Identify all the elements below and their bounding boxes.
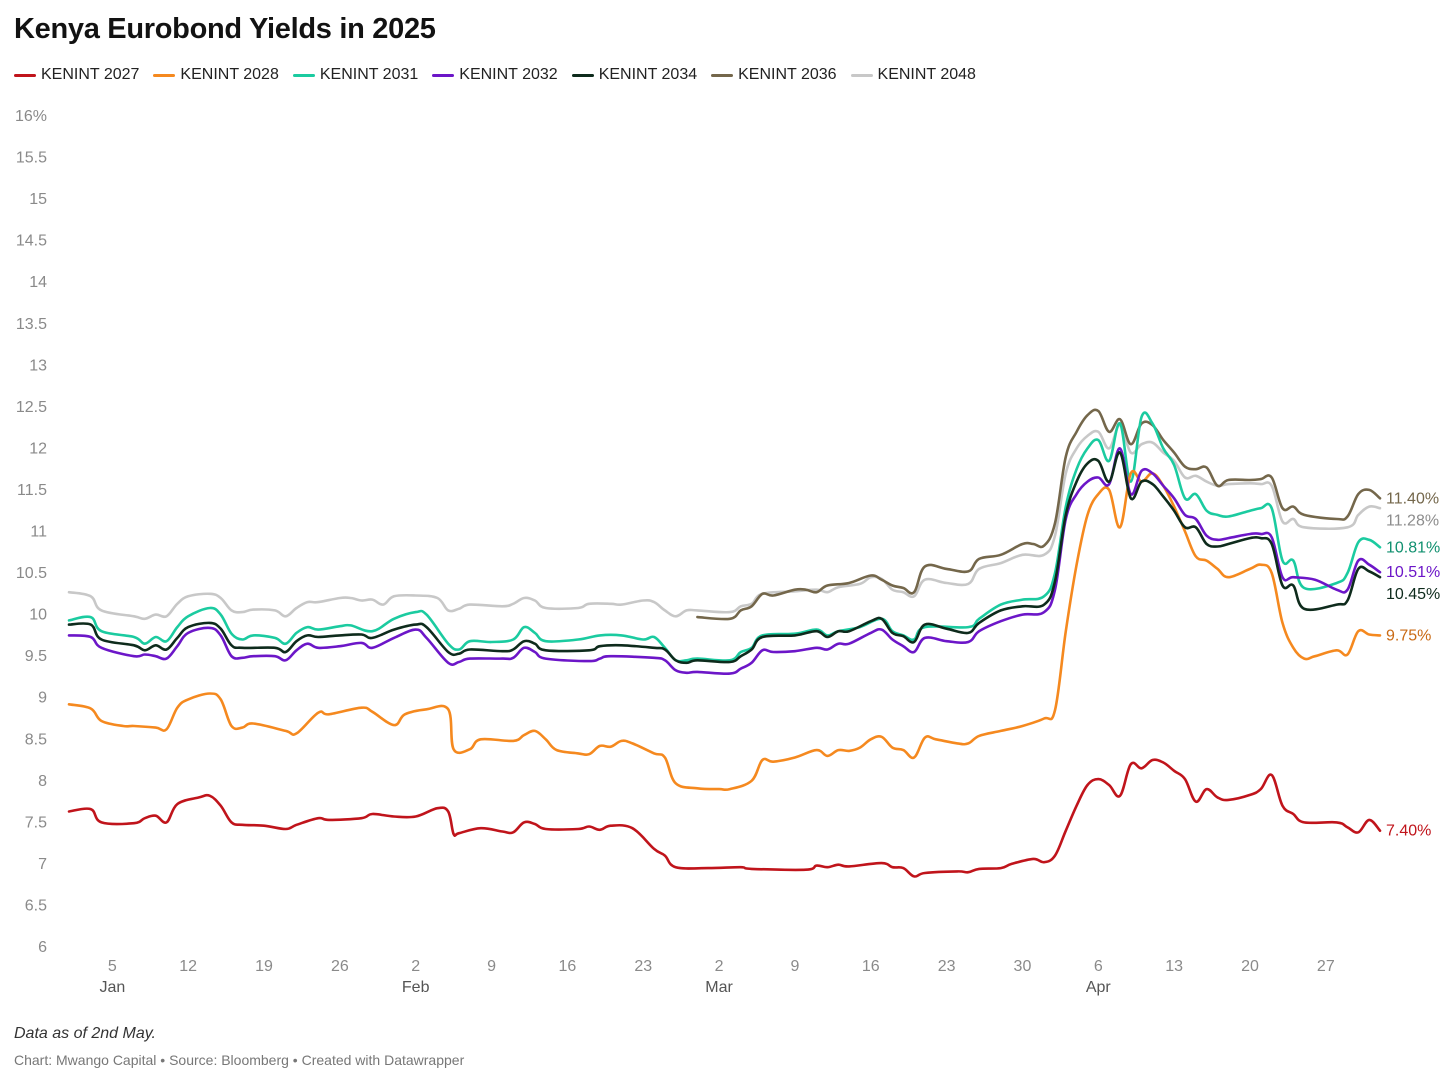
y-tick-label: 11.5: [17, 482, 47, 499]
y-tick-label: 7: [38, 856, 47, 873]
y-tick-label: 10.5: [16, 565, 47, 582]
legend-label: KENINT 2028: [180, 66, 279, 83]
y-tick-label: 11: [30, 524, 47, 541]
series-line-kenint-2048: [67, 423, 1382, 621]
legend-label: KENINT 2036: [738, 66, 837, 83]
x-month-label: Feb: [402, 979, 430, 996]
end-value-label: 11.28%: [1386, 512, 1439, 529]
y-tick-label: 12: [29, 440, 47, 457]
series-line-kenint-2028: [67, 469, 1382, 792]
legend-swatch: [571, 73, 594, 77]
legend-swatch: [292, 73, 315, 77]
end-value-label: 9.75%: [1386, 627, 1431, 644]
data-footnote: Data as of 2nd May.: [14, 1025, 156, 1042]
legend-item: KENINT 2034: [571, 66, 698, 84]
y-tick-label: 6: [38, 939, 47, 956]
chart-credit: Chart: Mwango Capital • Source: Bloomber…: [14, 1052, 465, 1068]
x-tick-label: 16: [558, 958, 576, 975]
x-month-label: Jan: [99, 979, 125, 996]
y-tick-label: 10: [29, 607, 47, 624]
y-tick-label: 7.5: [25, 814, 47, 831]
end-value-label: 7.40%: [1386, 823, 1431, 840]
y-tick-label: 6.5: [25, 897, 47, 914]
series-line-kenint-2034: [67, 451, 1382, 665]
x-tick-label: 12: [179, 958, 197, 975]
x-tick-label: 13: [1165, 958, 1183, 975]
x-tick-label: 16: [862, 958, 880, 975]
y-tick-label: 14.5: [16, 233, 47, 250]
legend-item: KENINT 2036: [711, 66, 837, 84]
legend-item: KENINT 2028: [153, 66, 279, 84]
x-tick-label: 27: [1317, 958, 1335, 975]
x-tick-label: 30: [1014, 958, 1032, 975]
legend-swatch: [153, 73, 176, 77]
end-value-label: 10.81%: [1386, 539, 1440, 556]
x-tick-label: 2: [715, 958, 724, 975]
legend-item: KENINT 2031: [292, 66, 419, 84]
line-chart: 6 6.5 7 7.5 8 8.5 9 9.5 10 10.5 11 11.5 12 12.5 13 13.5…: [15, 108, 1440, 996]
end-value-label: 11.40%: [1386, 490, 1439, 507]
y-tick-label: 13: [29, 357, 47, 374]
legend-swatch: [850, 73, 873, 77]
x-tick-label: 6: [1094, 958, 1103, 975]
legend-item: KENINT 2027: [14, 66, 139, 84]
legend-swatch: [14, 73, 36, 77]
series-line-kenint-2031: [67, 411, 1382, 663]
y-tick-label: 8: [38, 773, 47, 790]
x-tick-label: 9: [790, 958, 799, 975]
y-tick-label: 16%: [15, 108, 47, 125]
x-tick-label: 23: [938, 958, 956, 975]
x-tick-label: 20: [1241, 958, 1259, 975]
legend-label: KENINT 2048: [877, 66, 976, 83]
y-tick-label: 9: [38, 690, 47, 707]
y-tick-label: 12.5: [16, 399, 47, 416]
end-value-label: 10.51%: [1386, 564, 1440, 581]
legend-item: KENINT 2032: [432, 66, 558, 84]
x-tick-label: 5: [108, 958, 117, 975]
legend-label: KENINT 2032: [459, 66, 558, 83]
x-month-label: Apr: [1086, 979, 1112, 996]
legend-swatch: [711, 73, 734, 77]
y-tick-label: 9.5: [25, 648, 47, 665]
x-tick-label: 23: [634, 958, 652, 975]
legend-swatch: [432, 73, 455, 77]
y-tick-label: 15.5: [16, 150, 47, 167]
x-tick-label: 2: [411, 958, 420, 975]
end-value-label: 10.45%: [1386, 586, 1440, 603]
x-tick-label: 26: [331, 958, 349, 975]
legend-label: KENINT 2034: [598, 66, 698, 83]
chart-title: Kenya Eurobond Yields in 2025: [14, 13, 436, 45]
x-month-label: Mar: [705, 979, 733, 996]
legend-label: KENINT 2031: [319, 66, 419, 83]
y-tick-label: 15: [29, 191, 47, 208]
y-tick-label: 13.5: [16, 316, 47, 333]
x-tick-label: 19: [255, 958, 273, 975]
series-line-kenint-2027: [67, 758, 1382, 878]
legend-label: KENINT 2027: [41, 66, 140, 83]
x-tick-label: 9: [487, 958, 496, 975]
y-tick-label: 14: [29, 274, 47, 291]
legend-item: KENINT 2048: [850, 66, 976, 84]
series-line-kenint-2032: [67, 447, 1382, 676]
series-line-kenint-2036: [696, 408, 1382, 621]
y-tick-label: 8.5: [25, 731, 47, 748]
legend: KENINT 2027 KENINT 2028 KENINT 2031 KENINT …: [14, 66, 990, 84]
